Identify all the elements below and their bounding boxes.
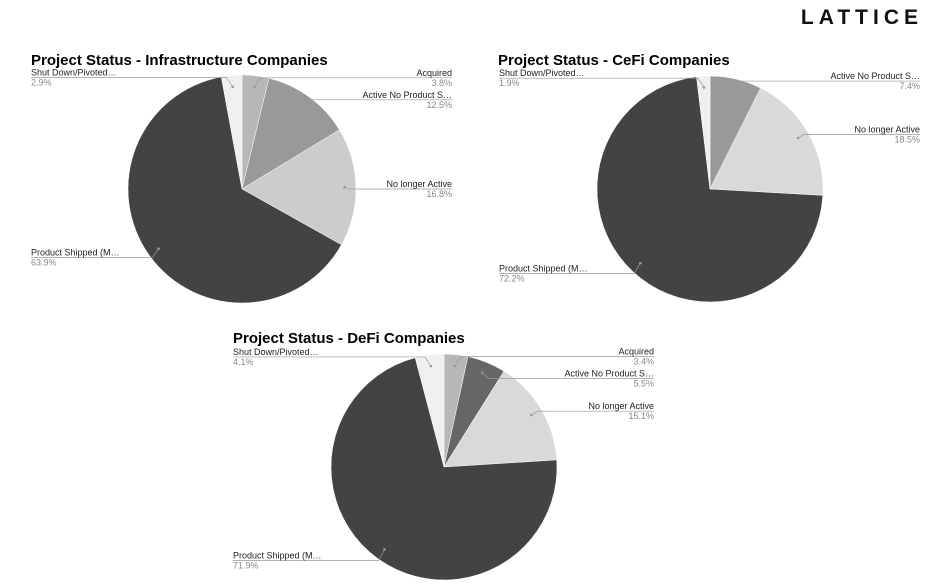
- leader-line: [233, 356, 432, 367]
- slice-label: Acquired: [416, 68, 452, 78]
- pie-slice: [241, 129, 357, 246]
- pie-slice: [221, 74, 243, 190]
- leader-dot: [453, 364, 457, 368]
- chart-title: Project Status - Infrastructure Companie…: [31, 52, 328, 69]
- logo: LATTICE: [801, 6, 923, 29]
- pie-slice: [330, 357, 558, 581]
- leader-dot: [702, 86, 706, 89]
- slice-value-label: 72.2%: [499, 273, 525, 283]
- slice-label: Active No Product S…: [830, 71, 920, 81]
- slice-value-label: 5.5%: [633, 379, 654, 389]
- leader-dot: [252, 85, 256, 89]
- leader-dot: [343, 185, 346, 189]
- leader-line: [499, 77, 705, 88]
- slice-value-label: 15.1%: [628, 411, 654, 421]
- slice-label: Product Shipped (M…: [499, 263, 588, 273]
- leader-dot: [429, 364, 433, 368]
- pie-slice: [443, 370, 558, 468]
- leader-line: [31, 77, 233, 88]
- leader-line: [233, 549, 385, 561]
- pie-slice: [241, 77, 340, 190]
- slice-label: No longer Active: [588, 401, 654, 411]
- slice-label: Active No Product S…: [564, 369, 654, 379]
- slice-label: No longer Active: [854, 124, 920, 134]
- slice-label: Product Shipped (M…: [233, 551, 322, 561]
- leader-line: [253, 77, 452, 88]
- slice-value-label: 7.4%: [899, 81, 920, 91]
- pie-slice: [596, 76, 824, 303]
- chart-title: Project Status - CeFi Companies: [498, 52, 730, 69]
- slice-label: Product Shipped (M…: [31, 247, 120, 257]
- slice-value-label: 2.9%: [31, 77, 52, 87]
- leader-line: [31, 248, 159, 258]
- leader-dot: [383, 548, 386, 551]
- leader-line: [797, 134, 920, 139]
- slice-value-label: 18.5%: [894, 134, 920, 144]
- pie-slice: [696, 75, 711, 190]
- leader-line: [302, 99, 452, 107]
- pie-slice: [414, 353, 445, 468]
- leader-dot: [301, 104, 304, 108]
- leader-line: [499, 262, 641, 274]
- leader-dot: [481, 371, 484, 375]
- slice-value-label: 4.1%: [233, 357, 254, 367]
- slice-value-label: 3.8%: [431, 78, 452, 88]
- leader-line: [344, 186, 452, 190]
- leader-dot: [157, 247, 160, 251]
- leader-line: [454, 356, 654, 367]
- slice-label: Active No Product S…: [362, 90, 452, 100]
- leader-dot: [796, 136, 800, 140]
- leader-dot: [732, 88, 735, 92]
- slice-label: Acquired: [618, 347, 654, 357]
- slice-label: Shut Down/Pivoted…: [233, 347, 319, 357]
- leader-dot: [231, 85, 234, 89]
- slice-label: Shut Down/Pivoted…: [31, 67, 117, 77]
- leader-dot: [530, 413, 533, 417]
- slice-value-label: 63.9%: [31, 257, 57, 267]
- slice-label: No longer Active: [386, 179, 452, 189]
- slice-value-label: 16.8%: [426, 189, 452, 199]
- slice-value-label: 12.5%: [426, 100, 452, 110]
- pie-slice: [709, 87, 824, 196]
- leader-dot: [639, 261, 642, 265]
- slice-value-label: 1.9%: [499, 78, 520, 88]
- leader-line: [733, 80, 920, 91]
- slice-value-label: 71.9%: [233, 561, 259, 571]
- slice-value-label: 3.4%: [633, 357, 654, 367]
- pie-slice: [127, 76, 342, 304]
- leader-line: [482, 372, 654, 379]
- leader-line: [531, 410, 654, 416]
- chart-title: Project Status - DeFi Companies: [233, 330, 465, 347]
- slice-label: Shut Down/Pivoted…: [499, 68, 585, 78]
